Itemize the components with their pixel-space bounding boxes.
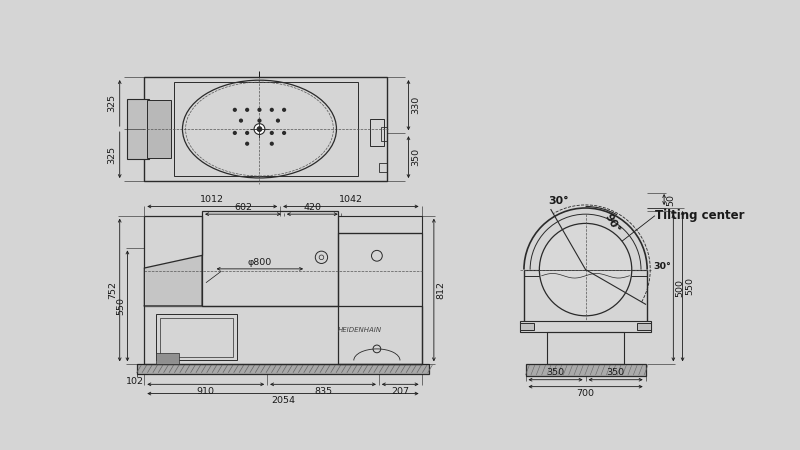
Bar <box>520 324 534 330</box>
Text: 812: 812 <box>436 281 445 299</box>
Bar <box>144 77 387 181</box>
Polygon shape <box>144 256 202 306</box>
Bar <box>156 353 179 364</box>
Text: 90°: 90° <box>602 212 622 235</box>
Text: 420: 420 <box>303 203 322 212</box>
Bar <box>127 99 149 159</box>
Text: 602: 602 <box>234 203 252 212</box>
Bar <box>520 321 651 332</box>
Circle shape <box>258 131 261 134</box>
Text: 550: 550 <box>685 277 694 295</box>
Circle shape <box>234 131 236 134</box>
Text: 835: 835 <box>314 387 332 396</box>
Circle shape <box>258 119 261 122</box>
Text: 752: 752 <box>109 281 118 299</box>
Bar <box>547 332 624 365</box>
Circle shape <box>270 142 273 145</box>
Circle shape <box>254 124 265 135</box>
Circle shape <box>270 131 273 134</box>
Circle shape <box>234 108 236 111</box>
Circle shape <box>246 131 249 134</box>
Circle shape <box>239 119 242 122</box>
Bar <box>156 314 237 360</box>
Text: Tilting center: Tilting center <box>655 209 744 222</box>
Bar <box>526 364 646 376</box>
Text: 1042: 1042 <box>339 195 363 204</box>
Text: 2054: 2054 <box>271 396 295 405</box>
Circle shape <box>270 108 273 111</box>
Bar <box>137 364 430 373</box>
Bar <box>338 233 422 364</box>
Bar <box>146 100 171 158</box>
Circle shape <box>246 108 249 111</box>
Text: 500: 500 <box>676 279 685 297</box>
Bar <box>370 119 384 146</box>
Bar <box>637 324 651 330</box>
Text: 30°: 30° <box>548 197 569 207</box>
Text: 30°: 30° <box>654 262 671 271</box>
Bar <box>381 127 387 141</box>
Circle shape <box>258 108 261 111</box>
Text: 325: 325 <box>108 146 117 164</box>
Text: 910: 910 <box>197 387 214 396</box>
Bar <box>524 270 647 276</box>
Circle shape <box>539 223 632 316</box>
Text: 350: 350 <box>410 148 420 166</box>
Bar <box>160 318 233 356</box>
Circle shape <box>257 127 262 131</box>
Circle shape <box>246 142 249 145</box>
Text: HEIDENHAIN: HEIDENHAIN <box>338 327 382 333</box>
Text: 550: 550 <box>116 297 125 315</box>
Text: 102: 102 <box>126 378 144 387</box>
Text: 325: 325 <box>108 94 117 112</box>
Text: 700: 700 <box>577 389 594 398</box>
Bar <box>338 216 422 233</box>
Bar <box>144 306 422 364</box>
Bar <box>202 211 338 306</box>
Text: 1012: 1012 <box>200 195 224 204</box>
Text: 350: 350 <box>546 369 565 378</box>
Bar <box>174 82 358 176</box>
Bar <box>379 162 387 172</box>
Circle shape <box>277 119 279 122</box>
Text: 350: 350 <box>606 369 625 378</box>
Circle shape <box>282 131 286 134</box>
Text: 207: 207 <box>391 387 410 396</box>
Circle shape <box>282 108 286 111</box>
Text: 330: 330 <box>410 96 420 114</box>
Text: φ800: φ800 <box>248 257 272 266</box>
Text: 50: 50 <box>666 194 675 206</box>
